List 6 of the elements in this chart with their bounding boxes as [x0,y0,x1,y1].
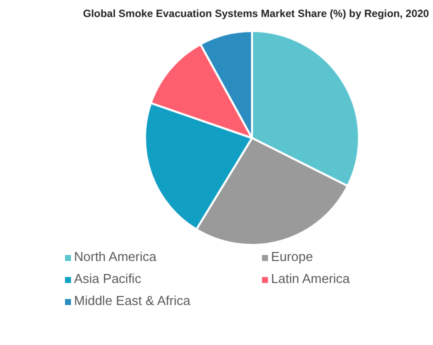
legend-label: Latin America [271,271,351,286]
chart-title: Global Smoke Evacuation Systems Market Share (%) by Region, 2020 [82,8,430,20]
legend-label: Asia Pacific [74,271,142,286]
legend-label: North America [74,249,158,264]
legend-label: Europe [271,249,313,264]
legend-label: Middle East & Africa [74,293,192,308]
